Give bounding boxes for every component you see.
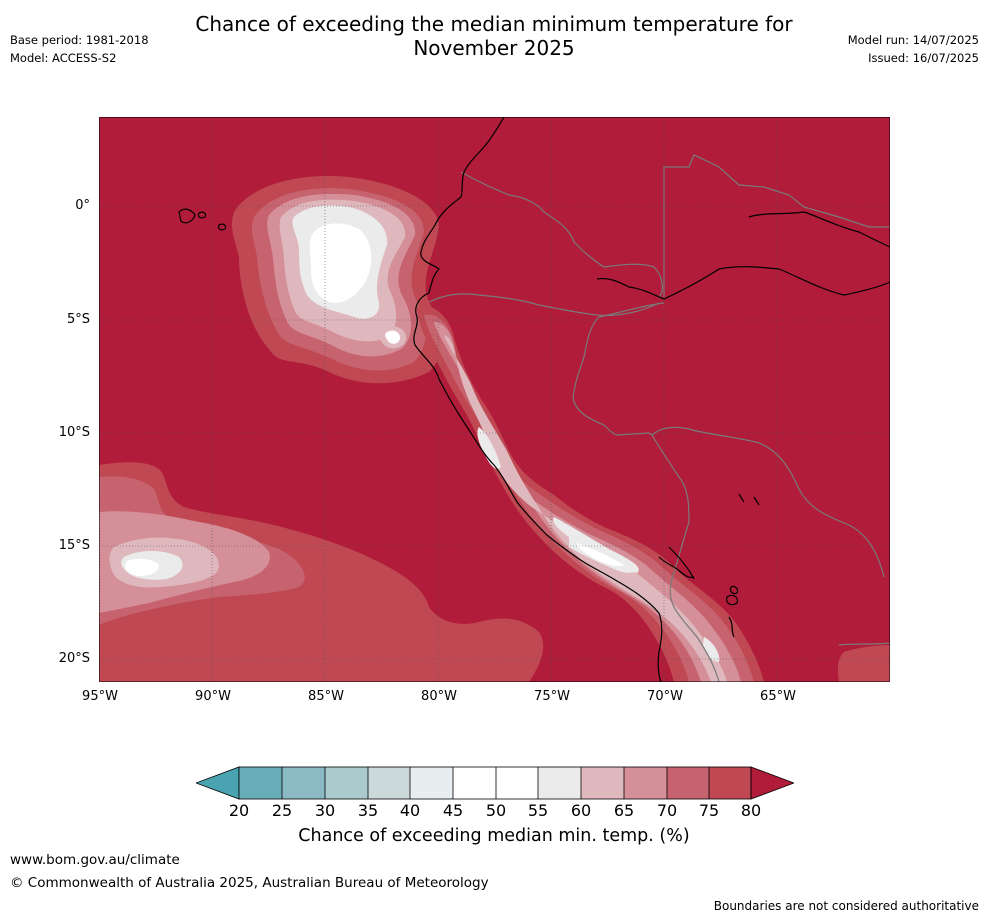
colorbar-tick-55: 55 bbox=[527, 801, 549, 820]
metadata-right: Model run: 14/07/2025 Issued: 16/07/2025 bbox=[848, 31, 979, 67]
colorbar-bin-65-70 bbox=[624, 767, 667, 799]
contour-55-coastal-d bbox=[703, 637, 720, 662]
issued-date: Issued: 16/07/2025 bbox=[868, 51, 979, 65]
base-period: Base period: 1981-2018 bbox=[10, 33, 149, 47]
colorbar-tick-50: 50 bbox=[485, 801, 507, 820]
lon-label-65w: 65°W bbox=[760, 689, 796, 704]
country-borders bbox=[428, 154, 890, 682]
model-run: Model run: 14/07/2025 bbox=[847, 33, 979, 47]
chart-title-line-1: Chance of exceeding the median minimum t… bbox=[195, 12, 793, 36]
lat-label-0: 0° bbox=[75, 198, 90, 213]
colorbar bbox=[196, 766, 794, 800]
colorbar-bin-55-60 bbox=[538, 767, 581, 799]
copyright-text: © Commonwealth of Australia 2025, Austra… bbox=[10, 875, 489, 891]
lon-label-80w: 80°W bbox=[421, 689, 457, 704]
colorbar-dividers bbox=[238, 766, 752, 800]
colorbar-tick-20: 20 bbox=[228, 801, 250, 820]
lon-label-70w: 70°W bbox=[647, 689, 683, 704]
lat-label-15s: 15°S bbox=[58, 538, 90, 553]
colorbar-bin-40-45 bbox=[410, 767, 453, 799]
colorbar-tick-65: 65 bbox=[613, 801, 635, 820]
chart-title: Chance of exceeding the median minimum t… bbox=[0, 12, 988, 60]
boundaries-disclaimer: Boundaries are not considered authoritat… bbox=[713, 899, 979, 913]
colorbar-tick-75: 75 bbox=[698, 801, 720, 820]
lon-label-75w: 75°W bbox=[534, 689, 570, 704]
lon-label-85w: 85°W bbox=[308, 689, 344, 704]
contour-75-southwest bbox=[99, 462, 544, 682]
chart-title-line-2: November 2025 bbox=[413, 36, 575, 60]
metadata-left: Base period: 1981-2018 Model: ACCESS-S2 bbox=[10, 31, 149, 67]
contour-50-coastal-c bbox=[576, 543, 624, 567]
website-link[interactable]: www.bom.gov.au/climate bbox=[10, 852, 180, 868]
colorbar-bin-60-65 bbox=[581, 767, 624, 799]
colorbar-tick-30: 30 bbox=[314, 801, 336, 820]
lon-label-95w: 95°W bbox=[82, 689, 118, 704]
lat-label-5s: 5°S bbox=[66, 312, 90, 327]
colorbar-tick-60: 60 bbox=[570, 801, 592, 820]
colorbar-bin-30-35 bbox=[325, 767, 368, 799]
probability-map bbox=[99, 117, 890, 682]
colorbar-over-arrow bbox=[750, 766, 794, 800]
contour-75-southeast bbox=[837, 645, 890, 682]
colorbar-bin-25-30 bbox=[282, 767, 325, 799]
coastlines bbox=[178, 117, 890, 682]
map-frame bbox=[99, 117, 890, 682]
colorbar-tick-35: 35 bbox=[357, 801, 379, 820]
colorbar-bin-50-55 bbox=[496, 767, 538, 799]
lat-label-20s: 20°S bbox=[58, 651, 90, 666]
colorbar-bin-20-25 bbox=[239, 767, 282, 799]
contour-60-coastal-band bbox=[444, 335, 727, 682]
colorbar-tick-70: 70 bbox=[656, 801, 678, 820]
contour-50-coastal-lobe bbox=[385, 330, 401, 344]
lon-label-90w: 90°W bbox=[195, 689, 231, 704]
contour-50-southwest bbox=[125, 558, 159, 576]
lat-label-10s: 10°S bbox=[58, 425, 90, 440]
colorbar-bin-35-40 bbox=[368, 767, 410, 799]
colorbar-tick-40: 40 bbox=[399, 801, 421, 820]
contour-55-coastal-a bbox=[477, 427, 501, 470]
model-name: Model: ACCESS-S2 bbox=[10, 51, 117, 65]
colorbar-bin-75-80 bbox=[709, 767, 751, 799]
colorbar-tick-80: 80 bbox=[740, 801, 762, 820]
colorbar-bin-45-50 bbox=[453, 767, 496, 799]
colorbar-under-arrow bbox=[196, 766, 240, 800]
colorbar-title: Chance of exceeding median min. temp. (%… bbox=[298, 826, 690, 846]
colorbar-tick-25: 25 bbox=[271, 801, 293, 820]
colorbar-tick-45: 45 bbox=[442, 801, 464, 820]
colorbar-bin-70-75 bbox=[667, 767, 709, 799]
